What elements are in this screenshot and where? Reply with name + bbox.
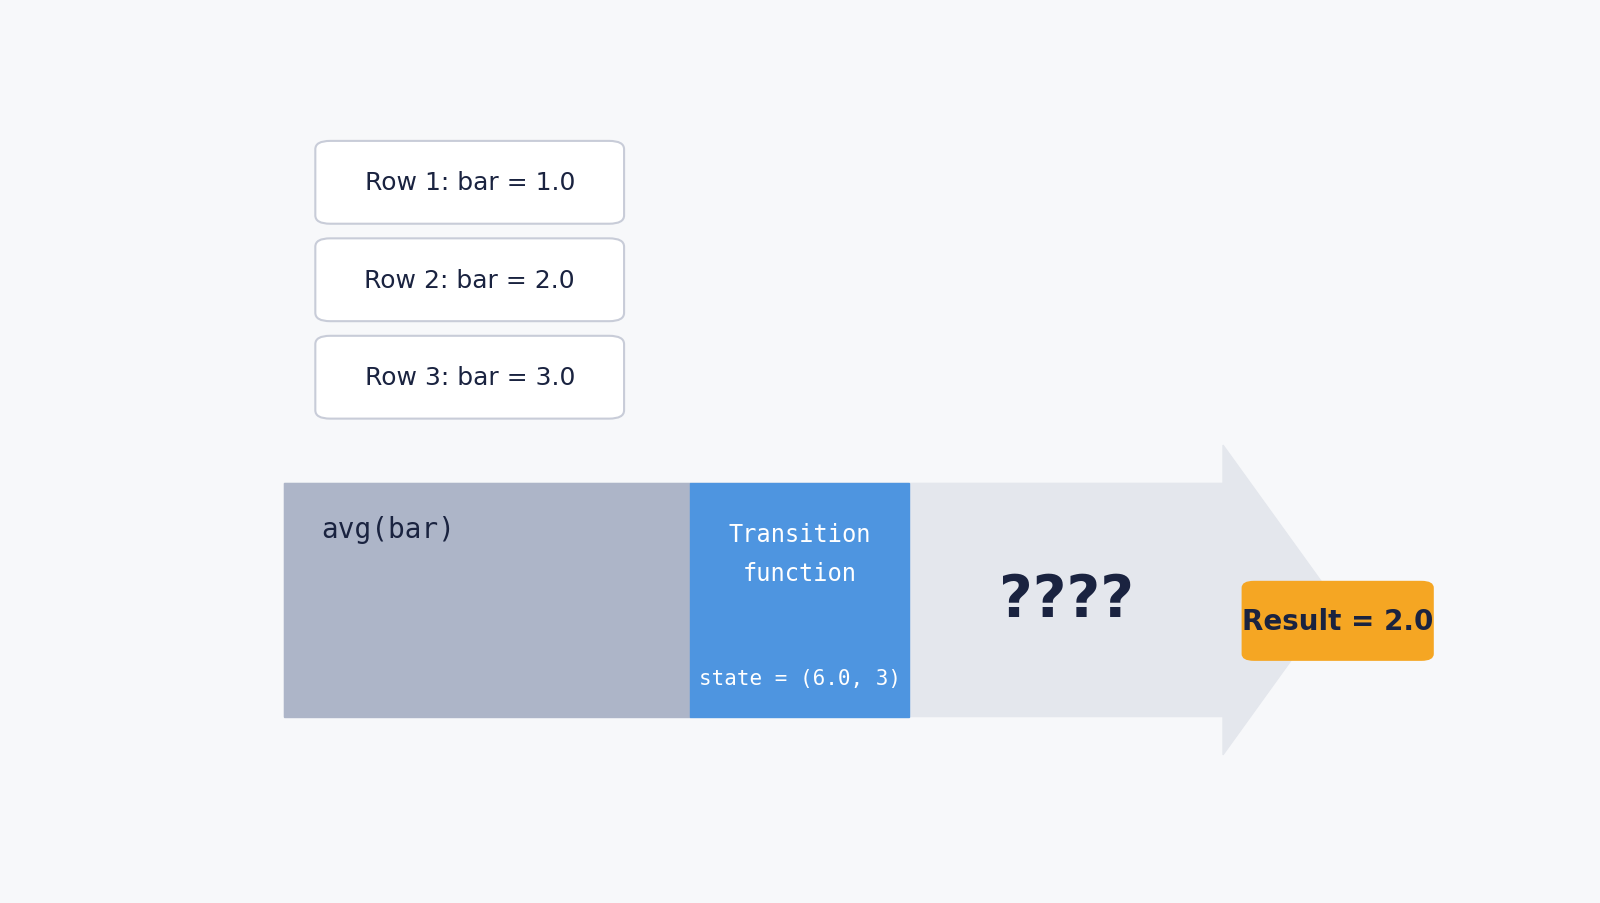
Text: ????: ???? [998, 572, 1134, 628]
FancyBboxPatch shape [315, 239, 624, 321]
Polygon shape [285, 484, 690, 717]
Polygon shape [285, 445, 1334, 755]
FancyBboxPatch shape [315, 337, 624, 419]
Text: Row 3: bar = 3.0: Row 3: bar = 3.0 [365, 366, 574, 390]
Polygon shape [690, 484, 909, 717]
Text: Row 1: bar = 1.0: Row 1: bar = 1.0 [365, 172, 574, 195]
Text: avg(bar): avg(bar) [322, 515, 456, 543]
Text: Result = 2.0: Result = 2.0 [1242, 607, 1434, 635]
FancyBboxPatch shape [1242, 582, 1434, 661]
Text: state = (6.0, 3): state = (6.0, 3) [699, 668, 901, 688]
Text: Row 2: bar = 2.0: Row 2: bar = 2.0 [365, 268, 574, 293]
Text: Transition
function: Transition function [728, 522, 870, 585]
FancyBboxPatch shape [315, 142, 624, 225]
